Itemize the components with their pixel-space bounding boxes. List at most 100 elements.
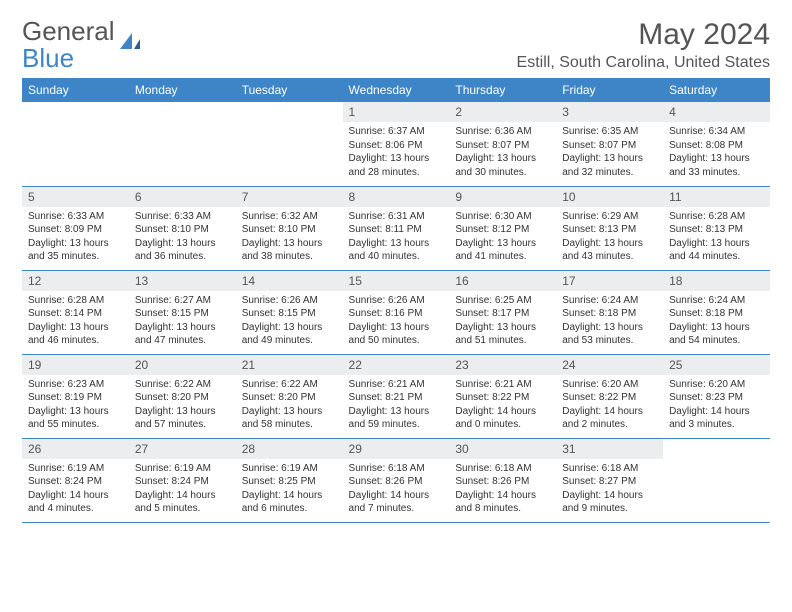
logo: General Blue [22, 18, 142, 72]
logo-text-1: General [22, 16, 115, 46]
calendar-day-cell: 25Sunrise: 6:20 AMSunset: 8:23 PMDayligh… [663, 354, 770, 438]
calendar-week-row: 12Sunrise: 6:28 AMSunset: 8:14 PMDayligh… [22, 270, 770, 354]
calendar-body: 1Sunrise: 6:37 AMSunset: 8:06 PMDaylight… [22, 102, 770, 522]
calendar-day-cell: 1Sunrise: 6:37 AMSunset: 8:06 PMDaylight… [343, 102, 450, 186]
day-body: Sunrise: 6:31 AMSunset: 8:11 PMDaylight:… [343, 207, 450, 268]
calendar-day-cell: 30Sunrise: 6:18 AMSunset: 8:26 PMDayligh… [449, 438, 556, 522]
calendar-day-cell [129, 102, 236, 186]
calendar-day-cell: 29Sunrise: 6:18 AMSunset: 8:26 PMDayligh… [343, 438, 450, 522]
day-body: Sunrise: 6:20 AMSunset: 8:22 PMDaylight:… [556, 375, 663, 436]
calendar-day-cell: 14Sunrise: 6:26 AMSunset: 8:15 PMDayligh… [236, 270, 343, 354]
day-number: 3 [556, 102, 663, 122]
day-number: 24 [556, 355, 663, 375]
day-number: 26 [22, 439, 129, 459]
day-number: 20 [129, 355, 236, 375]
weekday-header: Sunday [22, 78, 129, 102]
calendar-day-cell: 22Sunrise: 6:21 AMSunset: 8:21 PMDayligh… [343, 354, 450, 438]
day-number: 22 [343, 355, 450, 375]
day-number: 4 [663, 102, 770, 122]
day-body: Sunrise: 6:26 AMSunset: 8:16 PMDaylight:… [343, 291, 450, 352]
day-body: Sunrise: 6:36 AMSunset: 8:07 PMDaylight:… [449, 122, 556, 183]
day-body: Sunrise: 6:35 AMSunset: 8:07 PMDaylight:… [556, 122, 663, 183]
logo-text-2: Blue [22, 43, 74, 73]
sail-icon [118, 31, 142, 58]
header: General Blue May 2024 Estill, South Caro… [22, 18, 770, 72]
day-number: 18 [663, 271, 770, 291]
month-title: May 2024 [517, 18, 770, 52]
day-number: 7 [236, 187, 343, 207]
calendar-day-cell: 23Sunrise: 6:21 AMSunset: 8:22 PMDayligh… [449, 354, 556, 438]
day-number: 21 [236, 355, 343, 375]
day-body [22, 122, 129, 129]
day-number: 23 [449, 355, 556, 375]
day-number: 5 [22, 187, 129, 207]
calendar-day-cell: 26Sunrise: 6:19 AMSunset: 8:24 PMDayligh… [22, 438, 129, 522]
calendar-day-cell: 2Sunrise: 6:36 AMSunset: 8:07 PMDaylight… [449, 102, 556, 186]
calendar-day-cell: 24Sunrise: 6:20 AMSunset: 8:22 PMDayligh… [556, 354, 663, 438]
day-body: Sunrise: 6:19 AMSunset: 8:24 PMDaylight:… [22, 459, 129, 520]
day-body: Sunrise: 6:24 AMSunset: 8:18 PMDaylight:… [556, 291, 663, 352]
weekday-header: Friday [556, 78, 663, 102]
day-number: 1 [343, 102, 450, 122]
day-number: 6 [129, 187, 236, 207]
calendar-day-cell: 7Sunrise: 6:32 AMSunset: 8:10 PMDaylight… [236, 186, 343, 270]
day-number: 8 [343, 187, 450, 207]
day-number [663, 439, 770, 459]
calendar-day-cell: 5Sunrise: 6:33 AMSunset: 8:09 PMDaylight… [22, 186, 129, 270]
day-body: Sunrise: 6:21 AMSunset: 8:22 PMDaylight:… [449, 375, 556, 436]
day-number: 16 [449, 271, 556, 291]
day-body: Sunrise: 6:18 AMSunset: 8:26 PMDaylight:… [449, 459, 556, 520]
day-body [236, 122, 343, 129]
day-number: 11 [663, 187, 770, 207]
day-number: 2 [449, 102, 556, 122]
day-number: 25 [663, 355, 770, 375]
day-body: Sunrise: 6:18 AMSunset: 8:26 PMDaylight:… [343, 459, 450, 520]
day-body: Sunrise: 6:30 AMSunset: 8:12 PMDaylight:… [449, 207, 556, 268]
day-body: Sunrise: 6:34 AMSunset: 8:08 PMDaylight:… [663, 122, 770, 183]
calendar-day-cell: 11Sunrise: 6:28 AMSunset: 8:13 PMDayligh… [663, 186, 770, 270]
calendar-day-cell: 31Sunrise: 6:18 AMSunset: 8:27 PMDayligh… [556, 438, 663, 522]
day-body: Sunrise: 6:24 AMSunset: 8:18 PMDaylight:… [663, 291, 770, 352]
calendar-day-cell: 12Sunrise: 6:28 AMSunset: 8:14 PMDayligh… [22, 270, 129, 354]
calendar-day-cell: 19Sunrise: 6:23 AMSunset: 8:19 PMDayligh… [22, 354, 129, 438]
day-number [236, 102, 343, 122]
calendar-day-cell: 9Sunrise: 6:30 AMSunset: 8:12 PMDaylight… [449, 186, 556, 270]
day-body: Sunrise: 6:18 AMSunset: 8:27 PMDaylight:… [556, 459, 663, 520]
weekday-header: Wednesday [343, 78, 450, 102]
weekday-header: Monday [129, 78, 236, 102]
day-number: 27 [129, 439, 236, 459]
day-body: Sunrise: 6:27 AMSunset: 8:15 PMDaylight:… [129, 291, 236, 352]
day-number [22, 102, 129, 122]
calendar-day-cell [663, 438, 770, 522]
calendar-day-cell: 3Sunrise: 6:35 AMSunset: 8:07 PMDaylight… [556, 102, 663, 186]
calendar-day-cell: 28Sunrise: 6:19 AMSunset: 8:25 PMDayligh… [236, 438, 343, 522]
calendar-day-cell: 15Sunrise: 6:26 AMSunset: 8:16 PMDayligh… [343, 270, 450, 354]
day-body: Sunrise: 6:28 AMSunset: 8:14 PMDaylight:… [22, 291, 129, 352]
calendar-table: SundayMondayTuesdayWednesdayThursdayFrid… [22, 78, 770, 523]
weekday-header: Thursday [449, 78, 556, 102]
day-body: Sunrise: 6:37 AMSunset: 8:06 PMDaylight:… [343, 122, 450, 183]
day-body: Sunrise: 6:20 AMSunset: 8:23 PMDaylight:… [663, 375, 770, 436]
day-number: 30 [449, 439, 556, 459]
day-number: 17 [556, 271, 663, 291]
day-number: 31 [556, 439, 663, 459]
calendar-day-cell: 16Sunrise: 6:25 AMSunset: 8:17 PMDayligh… [449, 270, 556, 354]
calendar-day-cell: 17Sunrise: 6:24 AMSunset: 8:18 PMDayligh… [556, 270, 663, 354]
calendar-head: SundayMondayTuesdayWednesdayThursdayFrid… [22, 78, 770, 102]
calendar-day-cell: 27Sunrise: 6:19 AMSunset: 8:24 PMDayligh… [129, 438, 236, 522]
day-body: Sunrise: 6:21 AMSunset: 8:21 PMDaylight:… [343, 375, 450, 436]
day-body: Sunrise: 6:33 AMSunset: 8:09 PMDaylight:… [22, 207, 129, 268]
day-body: Sunrise: 6:26 AMSunset: 8:15 PMDaylight:… [236, 291, 343, 352]
day-body: Sunrise: 6:22 AMSunset: 8:20 PMDaylight:… [236, 375, 343, 436]
calendar-day-cell: 10Sunrise: 6:29 AMSunset: 8:13 PMDayligh… [556, 186, 663, 270]
calendar-day-cell: 8Sunrise: 6:31 AMSunset: 8:11 PMDaylight… [343, 186, 450, 270]
calendar-day-cell: 21Sunrise: 6:22 AMSunset: 8:20 PMDayligh… [236, 354, 343, 438]
day-number: 12 [22, 271, 129, 291]
day-body: Sunrise: 6:25 AMSunset: 8:17 PMDaylight:… [449, 291, 556, 352]
calendar-week-row: 19Sunrise: 6:23 AMSunset: 8:19 PMDayligh… [22, 354, 770, 438]
day-body: Sunrise: 6:32 AMSunset: 8:10 PMDaylight:… [236, 207, 343, 268]
day-number: 10 [556, 187, 663, 207]
weekday-header: Saturday [663, 78, 770, 102]
weekday-header: Tuesday [236, 78, 343, 102]
day-body: Sunrise: 6:19 AMSunset: 8:25 PMDaylight:… [236, 459, 343, 520]
